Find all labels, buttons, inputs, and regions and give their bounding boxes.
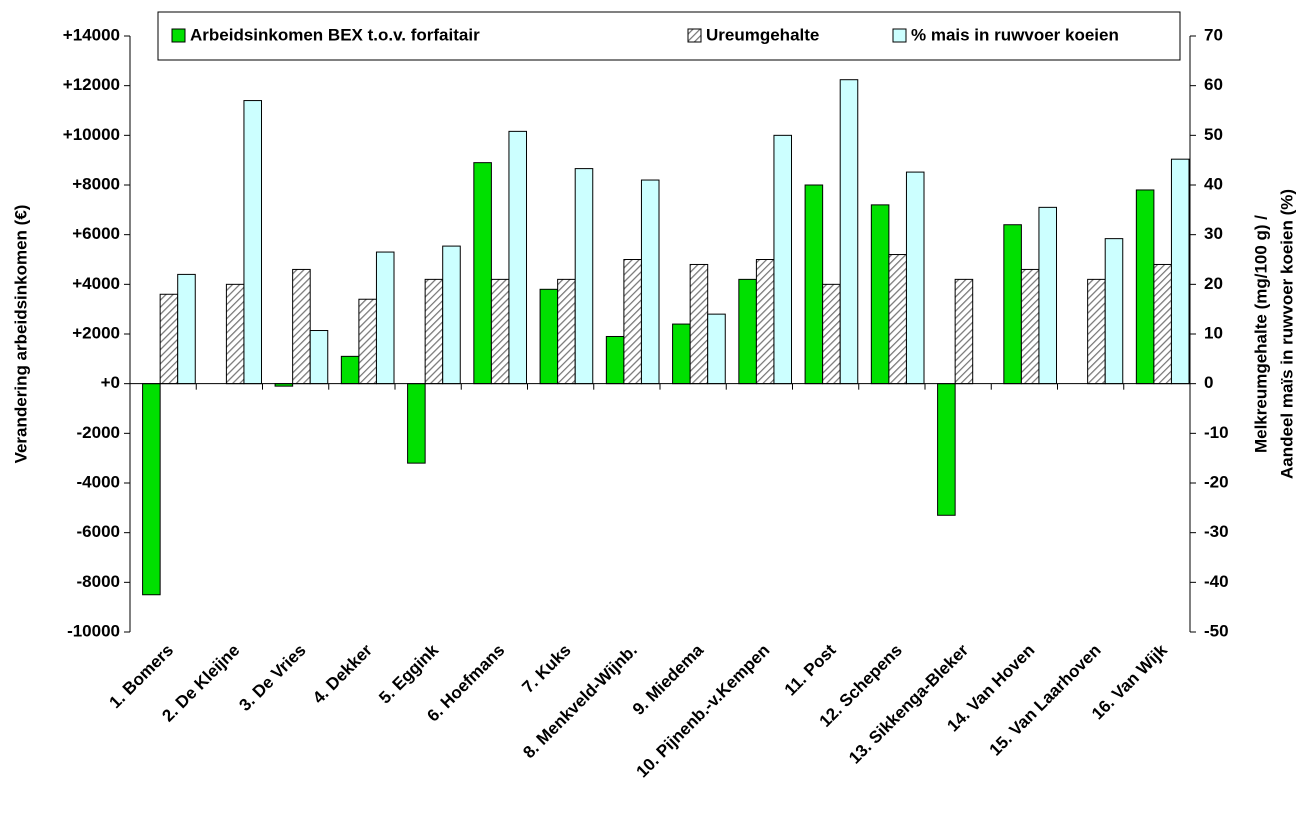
bar [508,130,528,385]
bar [1104,238,1124,385]
bar [407,383,426,464]
bar [640,179,660,385]
y-tick-label: +0 [101,373,120,392]
y-tick-label: +12000 [63,75,120,94]
bar [605,335,625,385]
bar [1020,268,1040,385]
bar [870,204,890,385]
y2-tick-label: 10 [1204,323,1223,342]
x-tick-label: 10. Pijnenb.-v.Kempen [633,641,774,782]
bar [358,298,377,385]
bar [1038,206,1058,385]
y-tick-label: +10000 [63,125,120,144]
bar [142,383,161,596]
y2-tick-label: -20 [1204,472,1229,491]
legend-label: Arbeidsinkomen BEX t.o.v. forfaitair [190,25,480,44]
y-tick-label: -8000 [77,572,120,591]
y-tick-label: +6000 [72,224,120,243]
x-tick-label: 7. Kuks [518,641,574,697]
bar [1153,263,1172,385]
y-tick-label: -2000 [77,423,120,442]
bar [424,278,444,385]
y2-tick-label: 40 [1204,174,1223,193]
x-tick-label: 1. Bomers [106,641,178,713]
y-tick-label: +4000 [72,274,120,293]
bar [309,330,329,385]
bar [539,288,559,385]
y-tick-label: +14000 [63,25,120,44]
y2-tick-label: -10 [1204,423,1229,442]
x-tick-label: 8. Menkveld-Wijnb. [519,641,641,763]
legend-label: % mais in ruwvoer koeien [911,25,1119,44]
bar [738,278,757,385]
y-tick-label: +8000 [72,174,120,193]
bar [755,259,775,385]
bar [623,259,642,385]
bar [340,355,360,385]
bar [689,263,709,385]
bar [292,268,311,385]
bar [159,293,179,385]
legend-label: Ureumgehalte [706,25,819,44]
y2-tick-label: -50 [1204,621,1229,640]
bar [839,79,859,385]
y2-axis-label: Aandeel maïs in ruwvoer koeien (%) [1277,189,1296,479]
y2-tick-label: 50 [1204,125,1223,144]
bar [707,313,726,385]
x-tick-label: 5. Eggink [375,640,442,707]
bar [905,171,925,385]
bar [672,323,691,385]
bar [822,283,841,385]
x-tick-label: 15. Van Laarhoven [986,641,1105,760]
bar [225,283,245,385]
bar [557,278,576,385]
bar [954,278,974,385]
bar [888,254,907,385]
bar [243,100,263,385]
bar [1170,158,1190,385]
y2-tick-label: 20 [1204,274,1223,293]
y2-tick-label: -30 [1204,522,1229,541]
bar [574,168,594,385]
bar [473,162,492,385]
y-tick-label: -6000 [77,522,120,541]
x-tick-label: 11. Post [781,640,840,699]
bar [375,251,395,385]
y-tick-label: -10000 [67,621,120,640]
y2-tick-label: 0 [1204,373,1213,392]
bar [1003,224,1022,385]
legend-swatch [687,28,702,43]
bar [773,134,793,385]
bar [804,184,824,385]
y2-tick-label: 30 [1204,224,1223,243]
y2-tick-label: 70 [1204,25,1223,44]
x-tick-label: 3. De Vries [235,641,309,715]
y2-tick-label: -40 [1204,572,1229,591]
y2-axis-label: Melkreumgehalte (mg/100 g) / [1251,215,1270,453]
legend [157,11,1181,61]
y-tick-label: +2000 [72,323,120,342]
bar [177,273,196,385]
bar [490,278,510,385]
legend-swatch [892,28,907,43]
bar [937,383,956,516]
bar [442,245,461,385]
bar [1135,189,1155,385]
x-tick-label: 13. Sikkenga-Bleker [845,640,972,767]
legend-swatch [171,28,186,43]
y2-tick-label: 60 [1204,75,1223,94]
y-axis-label: Verandering arbeidsinkomen (€) [11,205,30,464]
bar [1087,278,1106,385]
x-tick-label: 4. Dekker [309,640,376,707]
y-tick-label: -4000 [77,472,120,491]
